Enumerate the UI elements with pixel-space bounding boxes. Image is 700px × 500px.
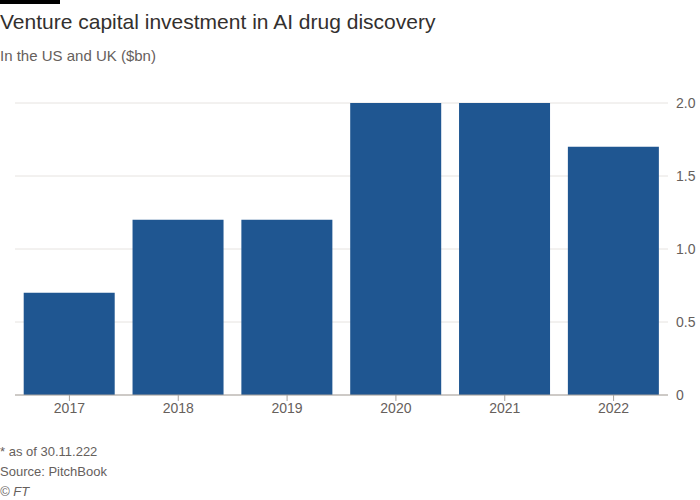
svg-text:0: 0 (676, 387, 684, 403)
svg-text:2018: 2018 (163, 400, 194, 416)
svg-text:1.5: 1.5 (676, 168, 692, 184)
svg-text:1.0: 1.0 (676, 241, 692, 257)
svg-text:2017: 2017 (54, 400, 85, 416)
svg-text:2021: 2021 (489, 400, 520, 416)
html-text:© FT: © FT (0, 484, 30, 499)
html-text:Venture capital investment in: Venture capital investment in AI drug di… (0, 10, 436, 33)
svg-text:2.0: 2.0 (676, 95, 692, 111)
svg-text:2022: 2022 (598, 400, 629, 416)
html-text:In the US and UK ($bn): In the US and UK ($bn) (0, 47, 156, 64)
svg-text:2019: 2019 (272, 400, 303, 416)
html-text:Source: PitchBook: Source: PitchBook (0, 464, 107, 479)
svg-text:0.5: 0.5 (676, 314, 692, 330)
html-text:* as of 30.11.222: * as of 30.11.222 (0, 444, 98, 459)
svg-text:2020: 2020 (380, 400, 411, 416)
